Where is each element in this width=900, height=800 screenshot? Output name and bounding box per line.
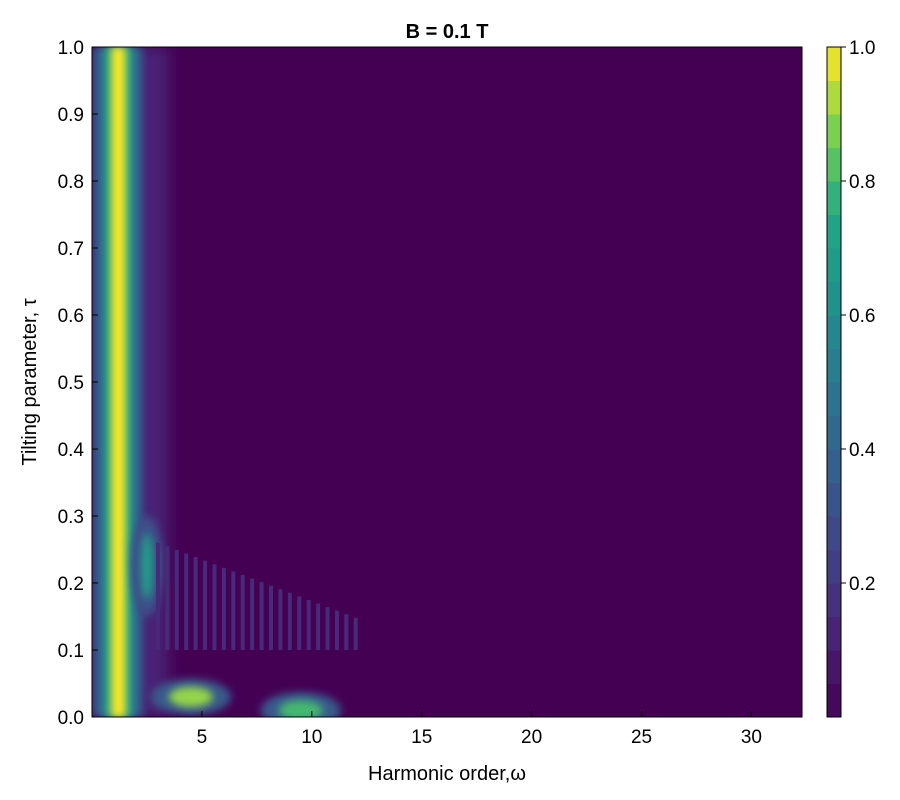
heatmap-features — [92, 47, 358, 717]
fringe-stripe — [287, 592, 292, 650]
fringe-stripe — [316, 603, 321, 650]
fringe-stripe — [165, 546, 170, 650]
fringe-stripe — [325, 607, 330, 650]
colorbar-level — [827, 114, 841, 148]
fringe-stripe — [155, 542, 160, 650]
fringe-stripe — [259, 582, 264, 650]
y-tick-label: 0.1 — [58, 641, 84, 662]
colorbar-level — [827, 415, 841, 450]
x-tick-label: 10 — [301, 727, 322, 748]
colorbar-tick-label: 0.6 — [849, 306, 875, 327]
colorbar-level — [827, 47, 841, 81]
fringe-stripe — [193, 557, 198, 650]
colorbar-tick-label: 1.0 — [849, 38, 875, 59]
plot-background — [92, 47, 802, 717]
fringe-stripe — [297, 596, 302, 650]
fringe-stripe — [278, 589, 283, 650]
fringe-stripe — [184, 553, 189, 650]
y-tick-label: 0.3 — [58, 507, 84, 528]
colorbar-level — [827, 482, 841, 517]
colorbar-level — [827, 449, 841, 483]
y-tick-label: 0.6 — [58, 306, 84, 327]
colorbar-level — [827, 616, 841, 651]
x-tick-label: 30 — [741, 727, 762, 748]
x-axis-label: Harmonic order,ω — [368, 763, 526, 785]
ridge-core — [111, 47, 126, 717]
y-tick-label: 0.5 — [58, 373, 84, 394]
x-tick-label: 15 — [411, 727, 432, 748]
y-tick-label: 0.9 — [58, 105, 84, 126]
fringe-stripe — [250, 578, 255, 650]
chart-title: B = 0.1 T — [406, 21, 489, 43]
y-tick-label: 0.8 — [58, 172, 84, 193]
colorbar-level — [827, 181, 841, 215]
fringe-stripe — [344, 614, 349, 650]
colorbar-level — [827, 348, 841, 383]
fringe-stripe — [353, 617, 358, 650]
y-tick-label: 0.2 — [58, 574, 84, 595]
x-tick-label: 25 — [631, 727, 652, 748]
colorbar-level — [827, 382, 841, 416]
colorbar-level — [827, 248, 841, 282]
y-tick-label: 1.0 — [58, 38, 84, 59]
band-core — [140, 532, 153, 600]
fringe-stripe — [212, 564, 217, 650]
colorbar-level — [827, 549, 841, 584]
colorbar — [826, 46, 842, 718]
fringe-stripe — [221, 567, 226, 650]
colorbar-level — [827, 315, 841, 349]
colorbar-frame — [826, 46, 842, 718]
colorbar-tick-label: 0.8 — [849, 172, 875, 193]
colorbar-level — [827, 214, 841, 249]
fringe-stripe — [231, 571, 236, 650]
fringe-stripe — [203, 560, 208, 650]
y-tick-label: 0.4 — [58, 440, 85, 461]
colorbar-level — [827, 281, 841, 316]
colorbar-level — [827, 147, 841, 182]
colorbar-axis: 0.2 0.4 0.6 0.8 1.0 — [841, 38, 876, 595]
fringe-stripe — [240, 574, 245, 650]
colorbar-level — [827, 683, 841, 718]
fringe-stripe — [334, 610, 339, 650]
fringe-stripe — [174, 549, 179, 650]
colorbar-level — [827, 583, 841, 617]
spot-core — [168, 686, 213, 707]
y-tick-label: 0.7 — [58, 239, 84, 260]
x-tick-label: 5 — [197, 727, 208, 748]
y-axis: 0.0 0.1 0.2 0.3 0.4 0.5 0.6 0.7 0.8 0.9 1.0 — [58, 38, 98, 729]
y-tick-label: 0.0 — [58, 708, 84, 729]
colorbar-level — [827, 516, 841, 550]
y-axis-label: Tilting parameter, τ — [19, 298, 41, 465]
fringe-stripe — [306, 599, 311, 650]
colorbar-level — [827, 80, 841, 115]
colorbar-tick-label: 0.2 — [849, 574, 875, 595]
x-axis: 5 10 15 20 25 30 — [197, 711, 762, 748]
colorbar-tick-label: 0.4 — [849, 440, 876, 461]
fringe-stripe — [268, 585, 273, 650]
x-tick-label: 20 — [521, 727, 542, 748]
colorbar-level — [827, 650, 841, 684]
